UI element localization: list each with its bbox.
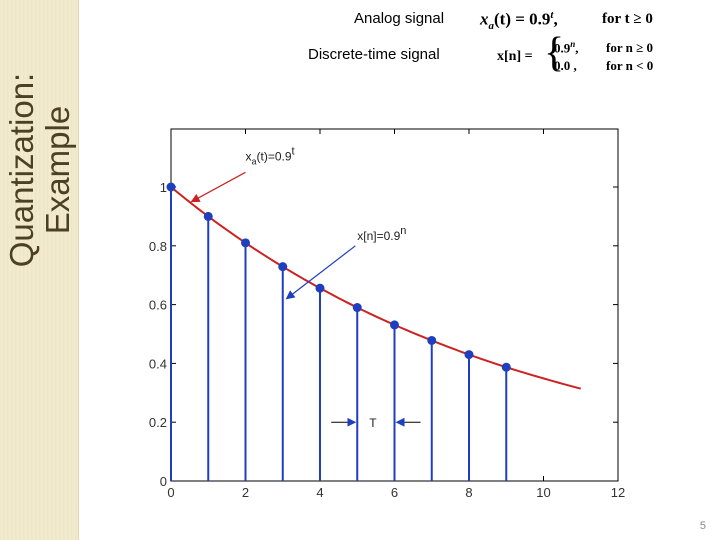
x-tick-label: 6	[391, 485, 398, 500]
x-tick-label: 8	[465, 485, 472, 500]
x-tick-label: 0	[167, 485, 174, 500]
analog-formula-condition: for t ≥ 0	[602, 11, 653, 27]
y-tick-label: 0.6	[149, 298, 167, 313]
y-tick-label: 0.4	[149, 356, 167, 371]
x-tick-label: 12	[611, 485, 625, 500]
stem-point	[427, 335, 437, 345]
x-tick-label: 4	[316, 485, 323, 500]
analog-formula: xa(t) = 0.9t,	[480, 9, 558, 33]
analog-signal-label: Analog signal	[354, 10, 445, 27]
stem-point	[241, 238, 250, 248]
stem-point	[501, 362, 511, 372]
stem-point	[390, 320, 399, 330]
discrete-case1-condition: for n ≥ 0	[606, 40, 653, 55]
stem-point	[278, 262, 288, 272]
stem-point	[166, 182, 176, 192]
y-tick-label: 1	[160, 180, 167, 195]
stem-point	[203, 211, 213, 221]
discrete-annotation-arrow	[285, 245, 356, 300]
discrete-formula-lhs: x[n] =	[497, 49, 533, 64]
page-number: 5	[699, 520, 706, 532]
discrete-signal-label: Discrete-time signal	[308, 46, 440, 63]
y-tick-label: 0.8	[149, 239, 167, 254]
discrete-case1-value: 0.9n,	[554, 39, 579, 56]
stem-point	[352, 303, 362, 313]
y-tick-label: 0.2	[149, 415, 167, 430]
period-label: T	[369, 416, 377, 430]
analog-annotation-arrow	[190, 171, 246, 203]
discrete-formula-brace: {	[544, 30, 565, 76]
analog-formula-lhs: x	[480, 9, 489, 29]
discrete-case1-exp: n	[570, 39, 576, 49]
analog-annotation: xa(t)=0.9t	[246, 146, 295, 167]
stem-point	[464, 350, 474, 360]
x-tick-label: 10	[536, 485, 550, 500]
stem-point	[315, 283, 325, 293]
sidebar-decoration	[0, 0, 79, 540]
discrete-annotation: x[n]=0.9n	[357, 225, 406, 243]
analog-signal-curve	[170, 186, 582, 390]
y-tick-label: 0	[160, 474, 167, 489]
analog-formula-sub: a	[488, 20, 495, 33]
x-tick-label: 2	[242, 485, 249, 500]
discrete-case2-condition: for n < 0	[606, 58, 654, 73]
analog-formula-exp: t	[550, 9, 554, 21]
analog-formula-arg: (t) = 0.9	[494, 9, 551, 29]
discrete-case2-value: 0.0 ,	[554, 58, 577, 73]
